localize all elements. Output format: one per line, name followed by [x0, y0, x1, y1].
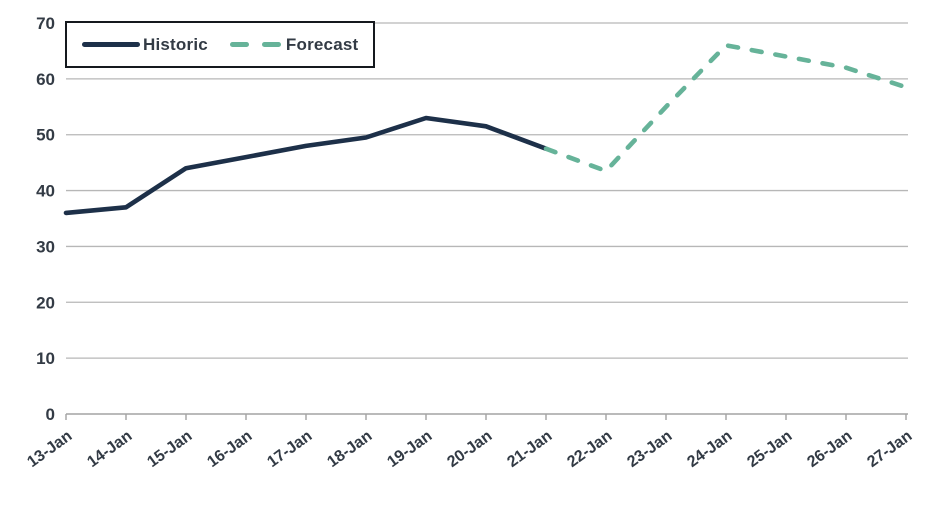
- x-tick-label: 19-Jan: [384, 427, 435, 471]
- x-axis-labels: 13-Jan 14-Jan 15-Jan 16-Jan 17-Jan 18-Jan 19-J…: [24, 427, 915, 471]
- x-tick-label: 15-Jan: [144, 427, 195, 471]
- y-tick-label: 60: [36, 70, 55, 89]
- series-historic-line: [63, 115, 549, 216]
- x-tick-label: 25-Jan: [744, 427, 795, 471]
- x-tick-label: 27-Jan: [864, 427, 915, 471]
- x-tick-label: 23-Jan: [624, 427, 675, 471]
- x-tick-label: 21-Jan: [504, 427, 555, 471]
- forecast-dash-icon: [229, 42, 249, 47]
- x-tick-label: 20-Jan: [444, 427, 495, 471]
- y-tick-label: 40: [36, 182, 55, 201]
- x-tick-label: 26-Jan: [804, 427, 855, 471]
- y-tick-label: 0: [46, 405, 55, 424]
- y-tick-label: 70: [36, 14, 55, 33]
- forecast-dash-icon: [261, 42, 281, 47]
- historic-line-swatch: [82, 42, 140, 47]
- y-tick-label: 20: [36, 293, 55, 312]
- x-tick-label: 18-Jan: [324, 427, 375, 471]
- y-tick-label: 10: [36, 349, 55, 368]
- x-axis: [65, 414, 907, 420]
- x-tick-label: 17-Jan: [264, 427, 315, 471]
- legend-label-forecast: Forecast: [285, 34, 359, 54]
- y-tick-label: 30: [36, 237, 55, 256]
- series-forecast-line: [543, 42, 909, 174]
- y-tick-label: 50: [36, 126, 55, 145]
- forecast-line-swatch: [229, 42, 281, 47]
- x-tick-label: 14-Jan: [84, 427, 135, 471]
- gridlines: [66, 22, 908, 415]
- x-tick-label: 13-Jan: [24, 427, 75, 471]
- x-tick-label: 22-Jan: [564, 427, 615, 471]
- legend-label-historic: Historic: [143, 34, 208, 54]
- x-tick-label: 16-Jan: [204, 427, 255, 471]
- y-axis-labels: 0 10 20 30 40 50 60 70: [36, 14, 55, 424]
- x-tick-label: 24-Jan: [684, 427, 735, 471]
- chart-legend: Historic Forecast: [65, 21, 376, 68]
